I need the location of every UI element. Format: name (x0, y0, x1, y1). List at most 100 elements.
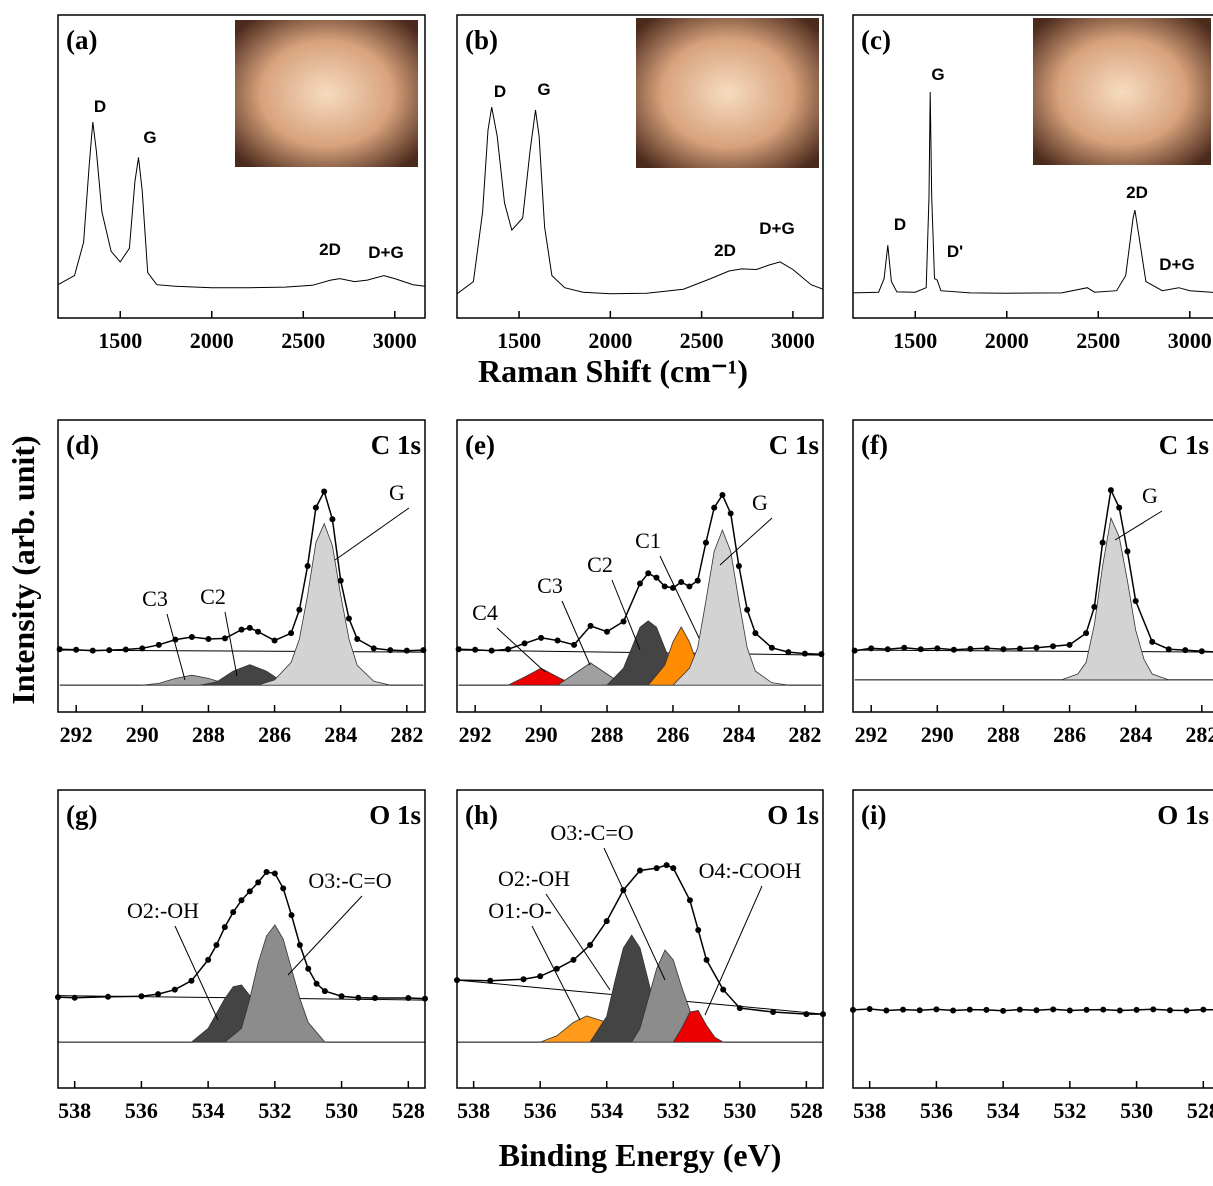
data-point (1107, 487, 1114, 494)
label-arrow (224, 611, 238, 677)
x-axis-label: Binding Energy (eV) (499, 1137, 782, 1173)
x-tick-label: 292 (459, 722, 492, 747)
y-axis-label: Intensity (arb. unit) (5, 435, 41, 704)
data-point (1083, 630, 1090, 637)
data-point (1166, 1007, 1173, 1014)
panel-title: C 1s (371, 430, 421, 460)
data-point (1050, 643, 1057, 650)
data-point (553, 965, 560, 972)
plot-frame (456, 419, 824, 713)
data-point (1050, 1006, 1057, 1013)
data-point (744, 606, 751, 613)
baseline (852, 91, 1213, 294)
data-point (1099, 539, 1106, 546)
peak-annotation: 2D (714, 241, 736, 260)
data-point (422, 995, 428, 1002)
x-tick-label: 3000 (771, 328, 815, 353)
data-point (1198, 648, 1205, 655)
label-arrow (496, 627, 546, 673)
micrograph-inset (1033, 18, 1211, 165)
panel-title: O 1s (767, 800, 819, 830)
data-point (246, 888, 253, 895)
data-point (354, 636, 361, 642)
data-point (538, 634, 545, 641)
data-point (155, 641, 162, 648)
data-point (1066, 641, 1073, 648)
component-label: C2 (587, 552, 613, 577)
x-tick-label: 532 (657, 1098, 690, 1123)
data-point (966, 1006, 973, 1013)
data-point (1016, 645, 1023, 652)
data-point (851, 647, 858, 654)
data-point (1150, 1006, 1157, 1013)
data-point (321, 488, 328, 495)
data-point (818, 651, 825, 658)
peak-annotation: G (537, 80, 550, 99)
data-point (296, 606, 303, 613)
component-label: O3:-C=O (550, 820, 633, 845)
spectrum (854, 487, 1213, 653)
x-tick-label: 290 (126, 722, 159, 747)
data-point (454, 977, 460, 984)
label-arrow (545, 893, 611, 991)
data-point (901, 644, 908, 651)
data-point (271, 637, 278, 644)
data-point (370, 645, 377, 652)
x-tick-label: 528 (790, 1098, 823, 1123)
x-tick-label: 538 (853, 1098, 886, 1123)
data-point (1033, 644, 1040, 651)
data-point (768, 644, 775, 651)
x-tick-label: 286 (656, 722, 689, 747)
data-point (1200, 1006, 1207, 1013)
data-point (246, 624, 253, 631)
peak-annotation: D (94, 97, 106, 116)
x-tick-label: 282 (788, 722, 821, 747)
plot-frame (852, 789, 1213, 1089)
component-label: C3 (142, 586, 168, 611)
data-point (263, 868, 270, 875)
data-point (238, 626, 245, 633)
component-peak (672, 1010, 725, 1043)
x-tick-label: 534 (192, 1098, 225, 1123)
panel-label: (a) (66, 25, 97, 55)
label-arrow (659, 555, 701, 641)
x-tick-label: 292 (855, 722, 888, 747)
data-point (337, 577, 344, 584)
data-point (868, 645, 875, 652)
data-point (255, 628, 262, 635)
data-point (455, 646, 462, 653)
data-point (288, 912, 295, 919)
data-point (663, 862, 670, 869)
data-point (171, 986, 178, 993)
data-point (188, 977, 195, 984)
x-tick-label: 290 (525, 722, 558, 747)
data-point (355, 994, 362, 1001)
data-point (122, 646, 129, 653)
component-peak (257, 522, 391, 686)
data-point (1033, 1007, 1040, 1014)
x-tick-label: 536 (920, 1098, 953, 1123)
data-point (803, 1011, 810, 1018)
data-point (472, 646, 479, 653)
data-point (604, 628, 611, 635)
x-tick-label: 530 (1120, 1098, 1153, 1123)
data-point (537, 973, 544, 980)
data-point (620, 887, 627, 894)
data-point (371, 995, 378, 1002)
component-label: G (1142, 483, 1158, 508)
data-point (205, 956, 212, 963)
label-arrow (287, 895, 363, 976)
baseline (854, 649, 1213, 653)
x-tick-label: 1500 (893, 328, 937, 353)
x-tick-label: 532 (258, 1098, 291, 1123)
x-tick-label: 288 (591, 722, 624, 747)
x-tick-label: 282 (1185, 722, 1213, 747)
baseline (57, 121, 426, 289)
x-tick-label: 536 (524, 1098, 557, 1123)
data-point (296, 941, 303, 948)
panel-title: O 1s (1157, 800, 1209, 830)
peak-annotation: G (931, 65, 944, 84)
panel-title: C 1s (1159, 430, 1209, 460)
data-point (387, 647, 394, 654)
